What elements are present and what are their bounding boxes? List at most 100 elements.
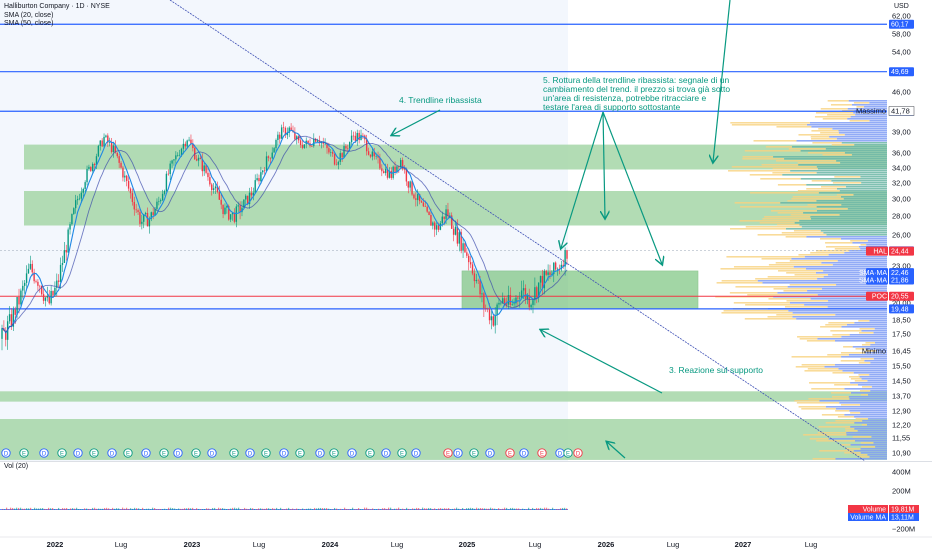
downtrend-line[interactable] [169, 0, 866, 462]
sma20-legend[interactable]: SMA (20, close) [4, 12, 54, 19]
event-marker-label: D [76, 452, 81, 458]
volume-bar [432, 508, 434, 510]
vp-bar-sell [823, 232, 887, 234]
vp-bar-buy [729, 292, 778, 294]
price-label-value: 49,69 [891, 69, 909, 76]
vp-bar-buy [853, 102, 870, 104]
candle-body [222, 204, 224, 215]
volume-bar [470, 507, 472, 510]
vp-bar-sell [798, 164, 887, 166]
vp-bar-buy [837, 416, 855, 418]
vp-bar-buy [846, 448, 861, 450]
vp-bar-sell [784, 158, 887, 160]
candle-body [180, 148, 183, 155]
vp-bar-buy [816, 440, 855, 442]
volume-bar [264, 508, 266, 510]
vp-bar-buy [825, 422, 855, 424]
vp-bar-sell [865, 352, 887, 354]
candle-body [212, 188, 215, 191]
vp-bar-buy [721, 280, 758, 282]
price-label-value: 21,86 [891, 278, 909, 285]
volume-bar [248, 509, 250, 510]
candle-body [74, 200, 77, 209]
volume-bar [474, 508, 476, 510]
vp-bar-sell [817, 294, 887, 296]
event-marker-label: D [144, 452, 149, 458]
event-marker-label: E [446, 452, 450, 458]
candle-body [252, 192, 255, 196]
vp-bar-buy [796, 402, 840, 404]
vp-bar-buy [849, 120, 870, 122]
candle-body [118, 156, 120, 163]
volume-bar [70, 508, 72, 510]
vp-bar-buy [834, 176, 861, 178]
price-label-name-box [866, 275, 888, 285]
candle-body [299, 140, 302, 146]
vp-bar-buy [832, 334, 850, 336]
candle-body [56, 280, 58, 288]
candle-body [562, 264, 564, 267]
candle-body [48, 296, 50, 304]
volume-bar [436, 509, 438, 510]
volume-bar [508, 509, 510, 510]
vp-bar-sell [817, 278, 887, 280]
vp-bar-buy [816, 208, 848, 210]
candle-body [22, 285, 24, 291]
vp-bar-sell [853, 450, 887, 452]
volume-bar [140, 509, 142, 510]
event-marker-label: E [162, 452, 166, 458]
candle-body [129, 188, 132, 194]
candle-body [551, 274, 553, 275]
candle-body [417, 194, 419, 200]
vp-bar-sell [874, 342, 887, 344]
vp-bar-buy [855, 348, 866, 350]
vp-bar-buy [734, 202, 781, 204]
volume-bar [294, 509, 296, 510]
event-marker-label: D [384, 452, 389, 458]
volume-bar [446, 508, 448, 510]
candle-body [109, 142, 111, 143]
vp-bar-sell [848, 100, 887, 102]
volume-bar [538, 508, 540, 510]
vp-bar-buy [859, 456, 870, 458]
vp-bar-sell [806, 124, 887, 126]
volume-bar [80, 509, 82, 510]
vp-bar-sell [828, 438, 887, 440]
volume-bar [280, 507, 282, 510]
volume-bar [528, 507, 530, 510]
volume-bar [390, 507, 392, 510]
vp-bar-buy [797, 336, 842, 338]
vp-bar-buy [786, 272, 816, 274]
vp-bar-sell [850, 426, 887, 428]
candle-body [413, 194, 415, 199]
volume-bar [434, 508, 436, 510]
candle-body [188, 139, 190, 141]
vp-bar-buy [855, 454, 868, 456]
time-axis[interactable]: 2022 Lug 2023 Lug 2024 Lug 2025 Lug 2026 Lug 2027 L… [0, 536, 932, 549]
volume-bar [272, 508, 274, 510]
sma50-legend[interactable]: SMA (50, close) [4, 20, 54, 27]
vp-bar-buy [808, 398, 850, 400]
vp-bar-buy [835, 420, 863, 422]
candle-body [401, 160, 404, 169]
volume-bar [354, 509, 356, 510]
candle-body [469, 262, 472, 265]
volume-bar [158, 509, 160, 510]
vp-bar-sell [828, 300, 887, 302]
candle-body [541, 276, 544, 289]
candle-body [458, 232, 460, 244]
lower-zone [0, 391, 887, 402]
candle-body [398, 166, 400, 168]
volume-bar [274, 508, 276, 510]
event-marker-label: D [318, 452, 323, 458]
vp-bar-buy [785, 236, 807, 238]
volume-bar [422, 507, 424, 510]
price-axis[interactable]: 62,0058,0054,0050,0046,0041,7839,0036,00… [848, 0, 932, 534]
event-marker-label: E [332, 452, 336, 458]
vp-bar-sell [780, 202, 887, 204]
candle-body [375, 155, 377, 157]
candle-body [464, 243, 466, 253]
volume-bar [8, 509, 10, 510]
volume-bar [412, 508, 414, 510]
